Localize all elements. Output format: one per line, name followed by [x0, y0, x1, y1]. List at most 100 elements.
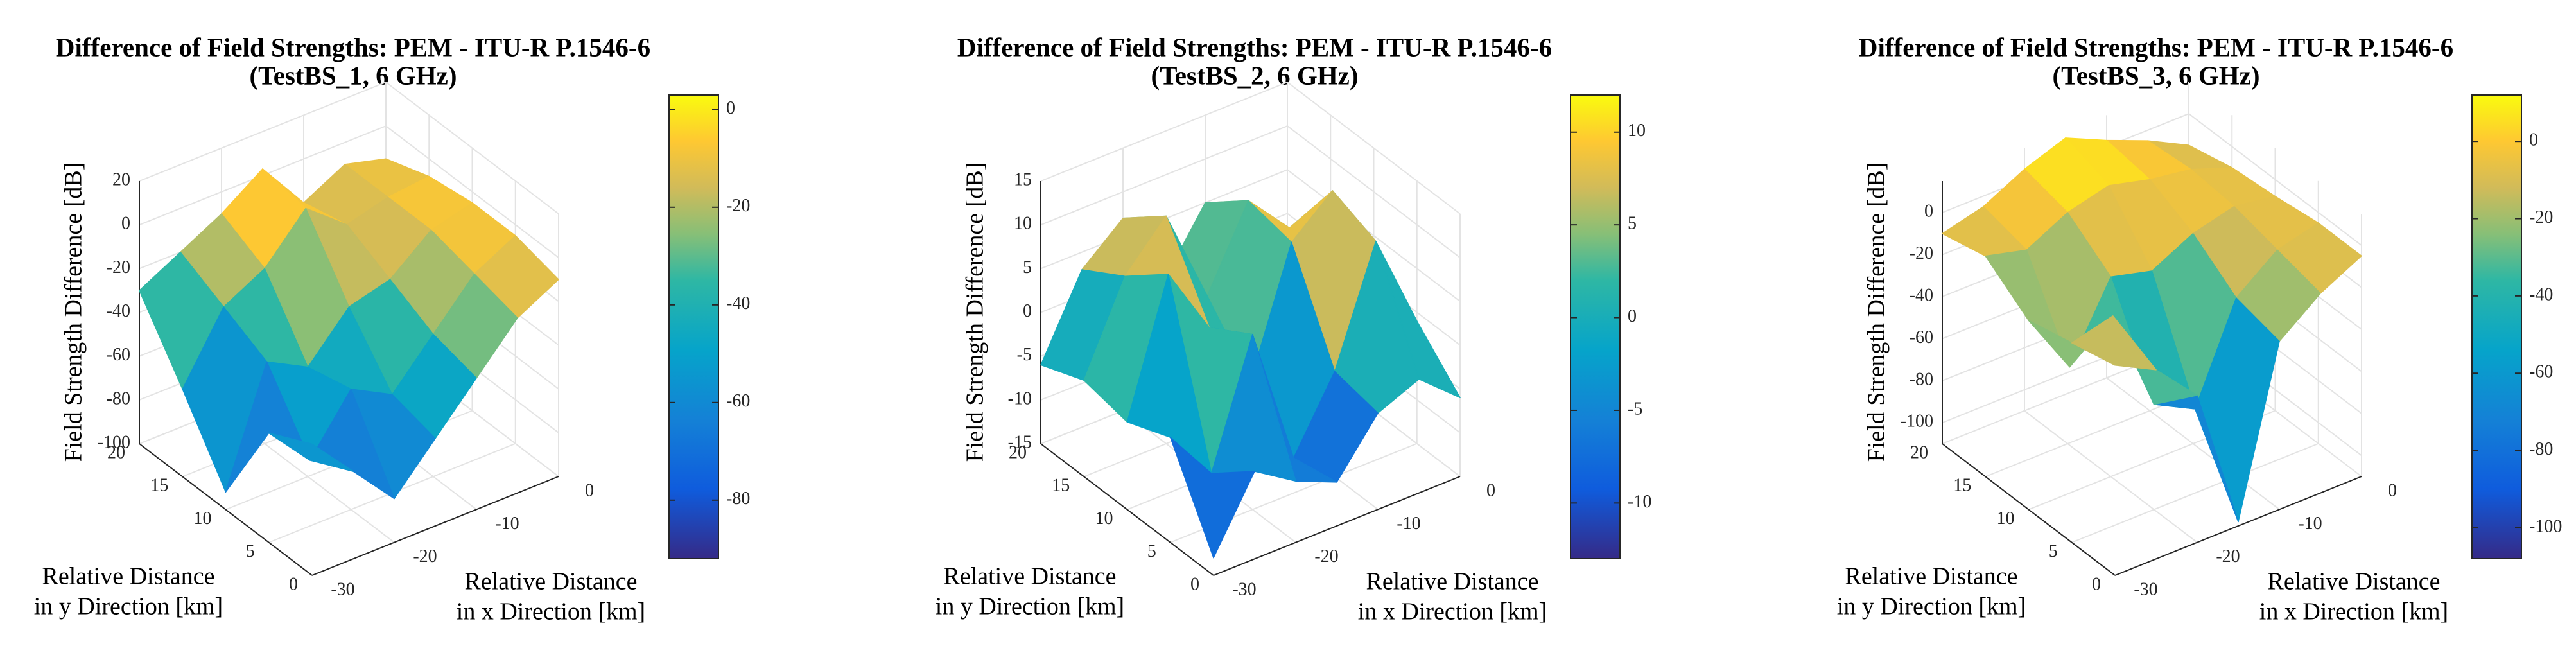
colorbar-tick-label: 0	[1628, 306, 1637, 326]
y-tick-label: 15	[150, 476, 168, 496]
y-tick-label: 0	[289, 574, 298, 594]
z-axis-label: Field Strength Difference [dB]	[1863, 162, 1890, 462]
colorbar-tick-label: 0	[2529, 130, 2538, 150]
y-axis-label: in y Direction [km]	[936, 593, 1124, 620]
y-tick-label: 15	[1052, 476, 1070, 496]
y-tick-label: 10	[194, 509, 212, 528]
colorbar-tick-label: -40	[2529, 284, 2553, 304]
z-tick-label: -40	[1910, 285, 1933, 305]
z-tick-label: -80	[1910, 369, 1933, 389]
x-tick-label: 0	[1486, 480, 1495, 500]
colorbar-tick-label: -100	[2529, 516, 2562, 536]
y-axis-line	[1040, 443, 1214, 576]
y-axis-label: in y Direction [km]	[1837, 593, 2026, 620]
y-axis-line	[139, 443, 313, 576]
subplot: Difference of Field Strengths: PEM - ITU…	[1837, 32, 2563, 625]
y-tick-label: 0	[2092, 574, 2101, 594]
x-tick-label: -20	[2216, 546, 2240, 566]
x-tick-label: -30	[1232, 579, 1256, 599]
colorbar-tick-label: 10	[1628, 121, 1646, 141]
x-tick-label: -10	[2298, 514, 2322, 534]
x-tick-label: -20	[1314, 546, 1338, 566]
surface-patch	[2071, 315, 2157, 371]
x-axis-label: Relative Distance	[1366, 568, 1538, 595]
y-axis-label: Relative Distance	[42, 563, 214, 590]
x-axis-label: in x Direction [km]	[1358, 598, 1547, 625]
colorbar-tick-label: -40	[726, 293, 750, 313]
x-axis-line	[2114, 476, 2362, 576]
colorbar-tick-label: -80	[726, 489, 750, 509]
z-tick-label: -20	[1910, 243, 1933, 263]
z-tick-label: -60	[1910, 328, 1933, 347]
colorbar-tick-label: -20	[2529, 207, 2553, 227]
colorbar-tick-label: -10	[1628, 492, 1651, 512]
z-tick-label: 0	[1924, 202, 1933, 222]
z-tick-label: -80	[107, 389, 130, 408]
z-tick-label: -15	[1008, 432, 1032, 452]
y-tick-label: 20	[1009, 442, 1027, 462]
colorbar-tick-label: 5	[1628, 214, 1637, 234]
y-tick-label: 5	[2049, 541, 2058, 561]
surface-patch	[268, 432, 354, 472]
y-tick-label: 15	[1953, 476, 1971, 496]
x-axis-label: Relative Distance	[464, 568, 637, 595]
chart-title: (TestBS_3, 6 GHz)	[2052, 60, 2259, 90]
y-tick-label: 10	[1997, 509, 2015, 528]
x-tick-label: 0	[585, 480, 594, 500]
z-tick-label: -40	[107, 301, 130, 321]
y-tick-label: 0	[1190, 574, 1199, 594]
chart-title: Difference of Field Strengths: PEM - ITU…	[1859, 32, 2453, 62]
z-axis-label: Field Strength Difference [dB]	[962, 162, 989, 462]
subplot: Difference of Field Strengths: PEM - ITU…	[34, 32, 751, 625]
subplot: Difference of Field Strengths: PEM - ITU…	[936, 32, 1652, 625]
z-tick-label: 15	[1014, 170, 1032, 189]
z-tick-label: 5	[1023, 258, 1032, 277]
x-tick-label: -10	[495, 514, 519, 534]
y-tick-label: 5	[1147, 541, 1156, 561]
z-grid-line	[1040, 82, 1288, 182]
colorbar-tick-label: -60	[726, 391, 750, 411]
x-axis-label: in x Direction [km]	[2259, 598, 2448, 625]
colorbar-tick-label: -20	[726, 196, 750, 216]
y-grid-line	[2071, 442, 2319, 543]
z-tick-label: -20	[107, 258, 130, 277]
z-tick-label: -60	[107, 345, 130, 365]
z-axis-label: Field Strength Difference [dB]	[60, 162, 87, 462]
colorbar-tick-label: -60	[2529, 362, 2553, 382]
x-tick-label: -30	[331, 579, 354, 599]
y-tick-label: 10	[1095, 509, 1113, 528]
chart-title: (TestBS_2, 6 GHz)	[1151, 60, 1358, 90]
y-tick-label: 20	[1910, 442, 1928, 462]
colorbar	[668, 94, 719, 559]
z-tick-label: -100	[1901, 412, 1933, 432]
chart-title: Difference of Field Strengths: PEM - ITU…	[957, 32, 1552, 62]
z-tick-label: 0	[1023, 301, 1032, 321]
z-tick-label: 20	[112, 170, 130, 189]
colorbar-tick-label: -5	[1628, 399, 1642, 419]
x-axis-label: Relative Distance	[2267, 568, 2440, 595]
chart-title: (TestBS_1, 6 GHz)	[249, 60, 457, 90]
x-tick-label: -30	[2134, 579, 2157, 599]
z-tick-label: -5	[1017, 345, 1032, 365]
y-axis-line	[1942, 443, 2116, 576]
y-tick-label: 20	[107, 442, 125, 462]
z-grid-line	[1040, 125, 1288, 226]
z-tick-label: -100	[98, 432, 130, 452]
colorbar	[2471, 94, 2522, 559]
x-axis-line	[311, 476, 559, 576]
z-grid-line	[139, 82, 387, 182]
y-axis-label: Relative Distance	[943, 563, 1116, 590]
chart-title: Difference of Field Strengths: PEM - ITU…	[56, 32, 650, 62]
z-tick-label: 10	[1014, 214, 1032, 234]
x-tick-label: -20	[413, 546, 437, 566]
x-axis-line	[1213, 476, 1461, 576]
y-axis-label: in y Direction [km]	[34, 593, 223, 620]
colorbar-tick-label: -80	[2529, 439, 2553, 459]
z-tick-label: -10	[1008, 389, 1032, 408]
x-tick-label: 0	[2388, 480, 2397, 500]
x-tick-label: -10	[1397, 514, 1420, 534]
colorbar-tick-label: 0	[726, 98, 735, 118]
colorbar	[1570, 94, 1621, 559]
surface-patch	[1170, 437, 1255, 559]
